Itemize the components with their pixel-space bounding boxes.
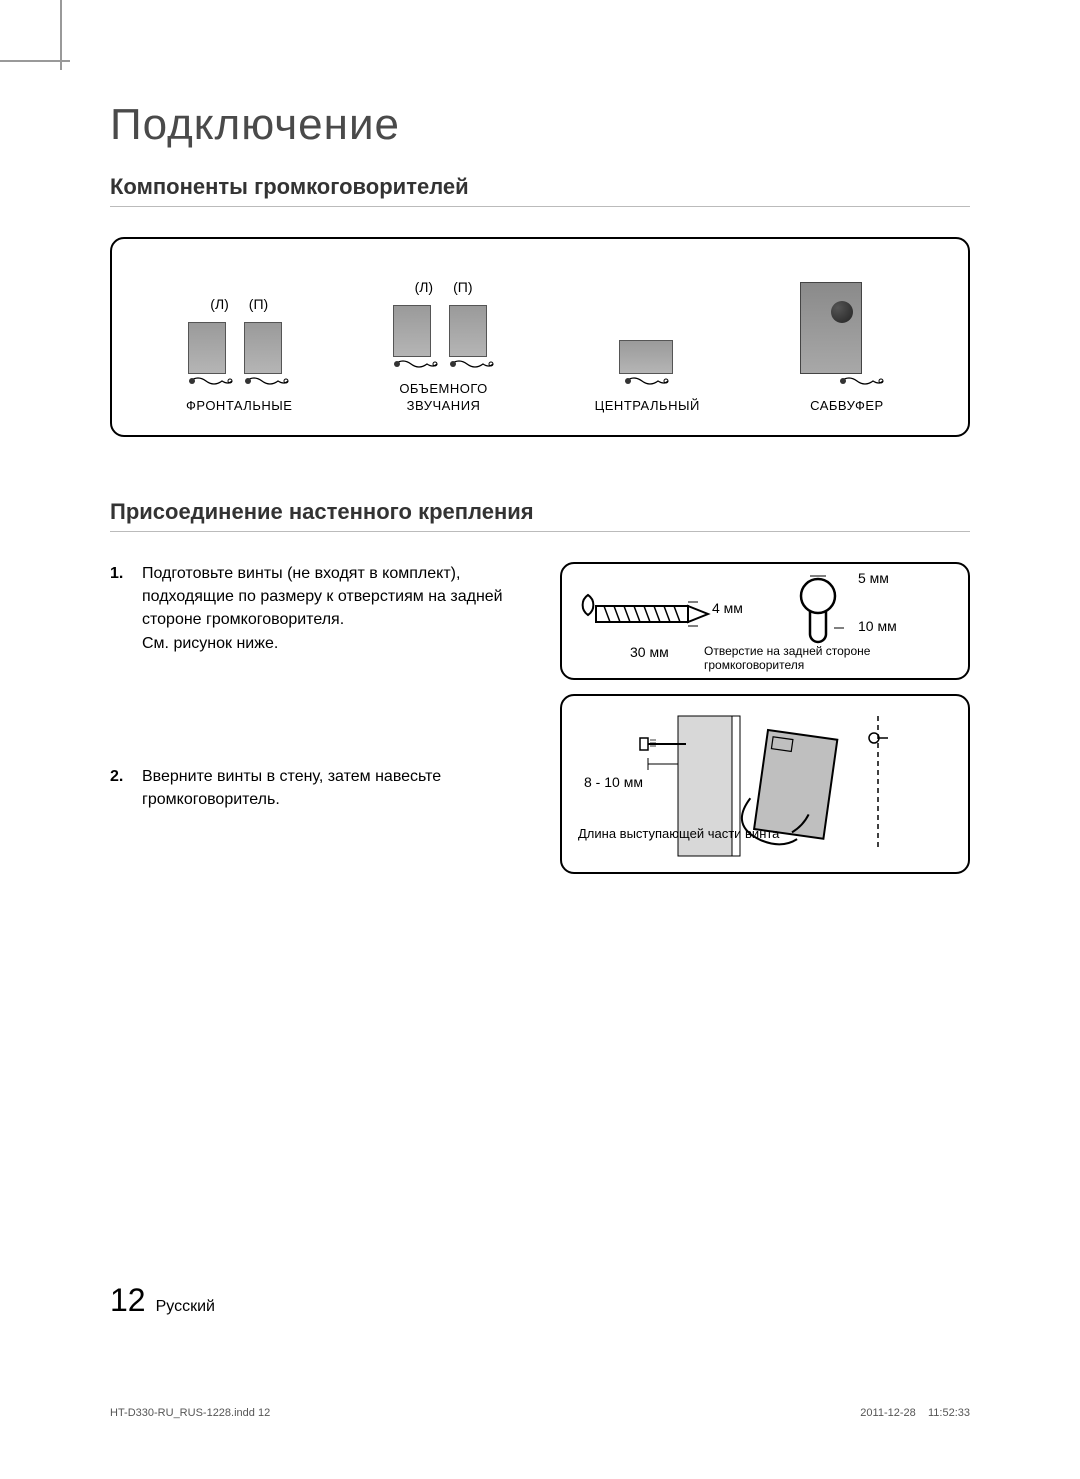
page-content: Подключение Компоненты громкоговорителей… [110, 100, 970, 921]
subsection-wallmount-title: Присоединение настенного крепления [110, 499, 970, 532]
speaker-icon [393, 305, 439, 375]
surround-speaker-pair [393, 305, 495, 375]
speaker-icon [449, 305, 495, 375]
component-front: (Л) (П) ФРОНТАЛЬНЫЕ [186, 296, 292, 415]
components-box: (Л) (П) ФРОНТАЛЬНЫЕ (Л) (П) [110, 237, 970, 437]
step-1: 1. Подготовьте винты (не входят в компле… [110, 562, 534, 655]
subsection-components-title: Компоненты громкоговорителей [110, 174, 970, 207]
front-label: ФРОНТАЛЬНЫЕ [186, 398, 292, 415]
center-label: ЦЕНТРАЛЬНЫЙ [595, 398, 700, 415]
screw-length-label: 30 мм [630, 644, 669, 660]
screw-spec-diagram: 4 мм 30 мм 5 мм 10 мм Отверстие на задне… [560, 562, 970, 680]
surround-label: ОБЪЕМНОГО ЗВУЧАНИЯ [399, 381, 487, 415]
section-title: Подключение [110, 100, 970, 150]
hole-caption: Отверстие на задней стороне громкоговори… [704, 644, 954, 672]
hole-top-label: 5 мм [858, 570, 889, 586]
front-left-label: (Л) [210, 296, 229, 312]
language-label: Русский [156, 1298, 215, 1316]
step-text: Подготовьте винты (не входят в комплект)… [142, 562, 534, 655]
surround-right-label: (П) [453, 279, 472, 295]
speaker-icon [244, 322, 290, 392]
front-lr-row: (Л) (П) [210, 296, 268, 312]
print-info: HT-D330-RU_RUS-1228.indd 12 2011-12-28 1… [110, 1407, 970, 1419]
surround-lr-row: (Л) (П) [415, 279, 473, 295]
component-center: ЦЕНТРАЛЬНЫЙ [595, 314, 700, 415]
print-datetime: 2011-12-28 11:52:33 [860, 1407, 970, 1419]
front-speaker-pair [188, 322, 290, 392]
protrusion-caption: Длина выступающей части винта [578, 826, 779, 841]
step-2: 2. Вверните винты в стену, затем навесьт… [110, 765, 534, 811]
subwoofer-icon [800, 282, 894, 392]
hole-bottom-label: 10 мм [858, 618, 897, 634]
component-subwoofer: САБВУФЕР [800, 282, 894, 415]
crop-mark-horizontal [0, 60, 70, 62]
component-surround: (Л) (П) ОБЪЕМНОГО ЗВУЧАНИЯ [393, 279, 495, 415]
subwoofer-label: САБВУФЕР [810, 398, 884, 415]
page-footer: 12 Русский [110, 1282, 215, 1319]
surround-left-label: (Л) [415, 279, 434, 295]
wallmount-section: 1. Подготовьте винты (не входят в компле… [110, 562, 970, 921]
print-filename: HT-D330-RU_RUS-1228.indd 12 [110, 1407, 270, 1419]
speaker-icon [188, 322, 234, 392]
step-text: Вверните винты в стену, затем навесьте г… [142, 765, 534, 811]
mounting-diagram: 8 - 10 мм Длина выступающей части винта [560, 694, 970, 874]
steps-list: 1. Подготовьте винты (не входят в компле… [110, 562, 534, 921]
step-number: 2. [110, 765, 134, 811]
diagram-column: 4 мм 30 мм 5 мм 10 мм Отверстие на задне… [560, 562, 970, 874]
speaker-center-icon [619, 340, 675, 392]
front-right-label: (П) [249, 296, 268, 312]
protrusion-label: 8 - 10 мм [584, 774, 643, 790]
step-number: 1. [110, 562, 134, 655]
screw-diameter-label: 4 мм [712, 600, 743, 616]
page-number: 12 [110, 1282, 146, 1319]
